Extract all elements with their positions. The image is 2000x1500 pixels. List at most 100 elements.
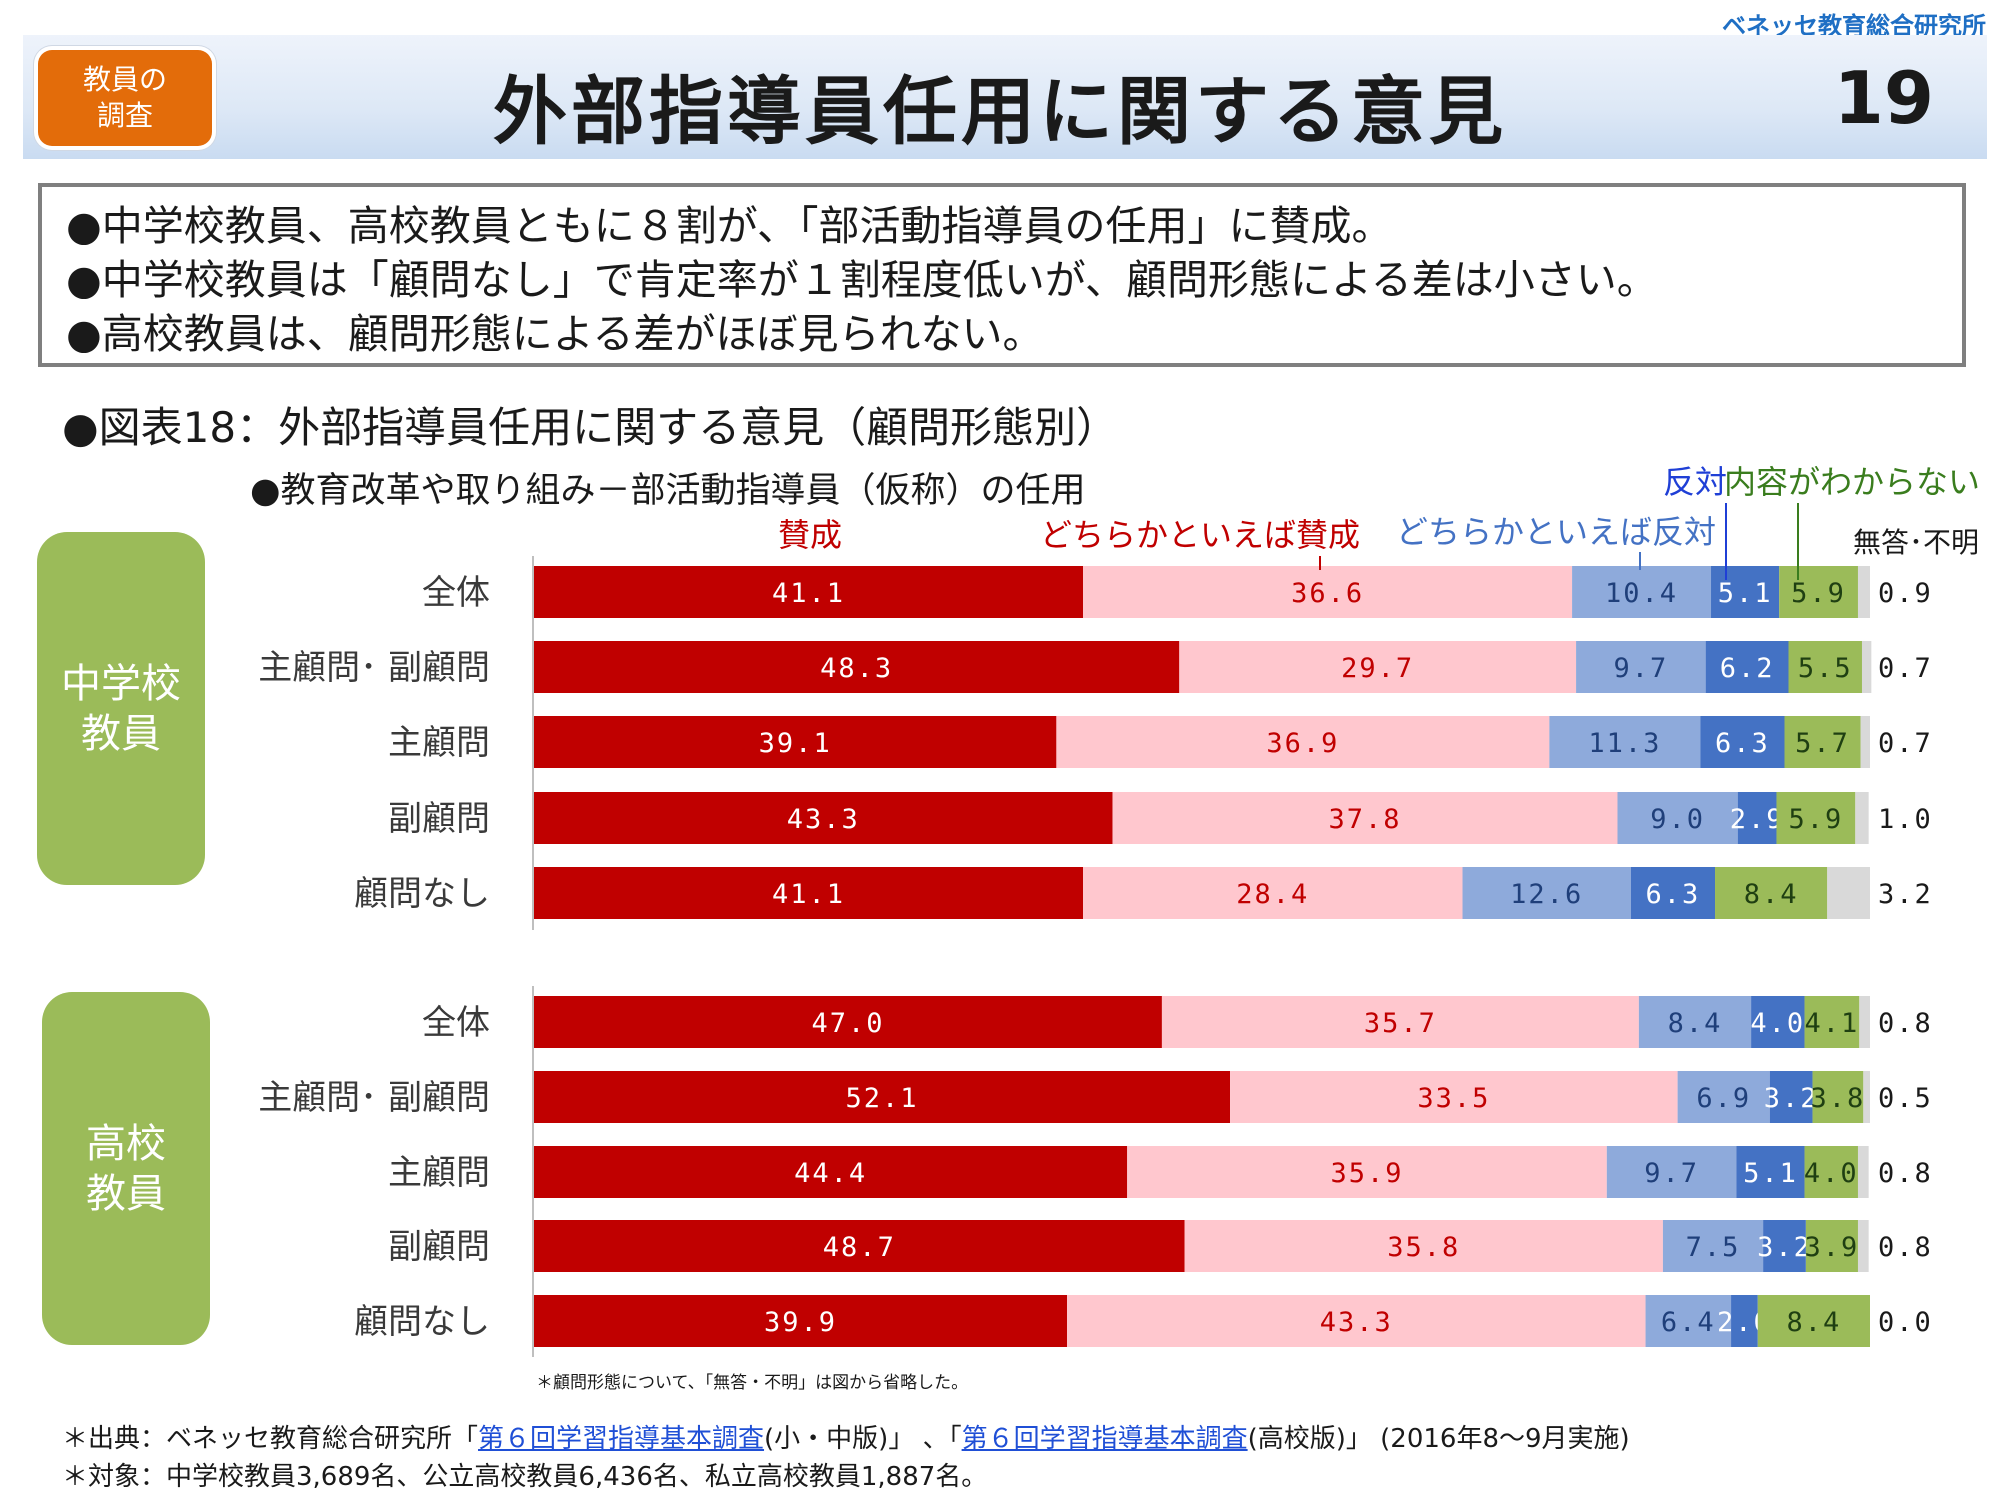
data-label: 9.7 (1644, 1158, 1699, 1189)
data-label: 43.3 (787, 804, 860, 835)
data-label: 47.0 (811, 1008, 884, 1039)
bar-segment (1715, 867, 1828, 919)
data-label: 3.2 (1757, 1232, 1812, 1263)
bar-segment (1711, 566, 1780, 618)
bar-segment (1805, 1220, 1858, 1272)
data-label: 8.4 (1744, 879, 1799, 910)
bar-segment (1662, 1220, 1764, 1272)
bar-segment (534, 1295, 1068, 1347)
bar-segment (1736, 1146, 1805, 1198)
data-label: 5.7 (1795, 728, 1850, 759)
data-label: 8.4 (1786, 1307, 1841, 1338)
source-link-high-school[interactable]: 第６回学習指導基本調査 (961, 1424, 1248, 1454)
data-label: 0.8 (1878, 1158, 1933, 1189)
data-label: 44.4 (794, 1158, 867, 1189)
row-label: 全体 (422, 1003, 490, 1043)
data-label: 5.5 (1798, 653, 1853, 684)
data-label: 6.3 (1715, 728, 1770, 759)
bar-segment (1731, 1295, 1758, 1347)
bar-segment (1861, 641, 1872, 693)
bar-segment (1804, 996, 1860, 1048)
bar-segment (1645, 1295, 1732, 1347)
bar-segment (1630, 867, 1716, 919)
data-label: 36.6 (1291, 578, 1364, 609)
bar-segment (534, 566, 1084, 618)
data-label: 0.7 (1878, 653, 1933, 684)
bar-segment (1638, 996, 1752, 1048)
figure-title: ●図表18：外部指導員任用に関する意見（顧問形態別） (62, 403, 1119, 452)
bar-segment (1784, 716, 1861, 768)
page-number: 19 (1833, 56, 1934, 140)
data-label: 3.9 (1805, 1232, 1860, 1263)
bar-segment (1184, 1220, 1663, 1272)
bar-segment (1737, 792, 1777, 844)
target-population: ＊対象：中学校教員3,689名、公立高校教員6,436名、私立高校教員1,887… (62, 1462, 988, 1492)
bar-segment (534, 867, 1084, 919)
data-label: 0.7 (1878, 728, 1933, 759)
bar-segment (1179, 641, 1577, 693)
data-label: 11.3 (1588, 728, 1661, 759)
summary-line: ●高校教員は、顧問形態による差がほぼ見られない。 (66, 310, 1044, 358)
source-link-elementary-junior[interactable]: 第６回学習指導基本調査 (478, 1424, 765, 1454)
bar-segment (1855, 792, 1869, 844)
bar-segment (1677, 1071, 1770, 1123)
data-label: 0.8 (1878, 1008, 1933, 1039)
source-mid: (小・中版)」 、「 (764, 1424, 962, 1454)
summary-line: ●中学校教員は「顧問なし」で肯定率が１割程度低いが、顧問形態による差は小さい。 (66, 256, 1658, 304)
legend-label: どちらかといえば賛成 (1040, 516, 1360, 554)
source-citation: ＊出典：ベネッセ教育総合研究所「第６回学習指導基本調査(小・中版)」 、「第６回… (62, 1418, 1630, 1455)
survey-badge: 教員の 調査 (38, 50, 212, 146)
row-label: 顧問なし (354, 1302, 490, 1342)
bar-segment (1230, 1071, 1678, 1123)
legend-label: 賛成 (778, 516, 842, 554)
data-label: 33.5 (1417, 1083, 1490, 1114)
data-label: 41.1 (772, 578, 845, 609)
data-label: 6.9 (1696, 1083, 1751, 1114)
summary-line: ●中学校教員、高校教員ともに８割が、「部活動指導員の任用」に賛成。 (66, 202, 1393, 250)
bar-segment (1751, 996, 1805, 1048)
data-label: 5.1 (1718, 578, 1773, 609)
data-label: 2.9 (1730, 804, 1785, 835)
bar-segment (1700, 716, 1785, 768)
source-prefix: ＊出典：ベネッセ教育総合研究所「 (62, 1424, 479, 1454)
bar-segment (1083, 867, 1463, 919)
row-label: 主顧問･ 副顧問 (258, 648, 490, 688)
bar-segment (1617, 792, 1738, 844)
data-label: 35.7 (1364, 1008, 1437, 1039)
bar-segment (534, 641, 1180, 693)
data-label: 6.3 (1646, 879, 1701, 910)
data-label: 36.9 (1266, 728, 1339, 759)
bar-segment (1067, 1295, 1646, 1347)
group-label-junior-high-teachers: 中学校 教員 (37, 532, 205, 885)
bar-segment (1859, 996, 1870, 1048)
data-label: 9.7 (1613, 653, 1668, 684)
data-label: 4.0 (1804, 1158, 1859, 1189)
bar-segment (1572, 566, 1712, 618)
data-label: 28.4 (1236, 879, 1309, 910)
data-label: 41.1 (772, 879, 845, 910)
data-label: 5.1 (1743, 1158, 1798, 1189)
bar-segment (1857, 566, 1870, 618)
bar-segment (1083, 566, 1573, 618)
bar-segment (1860, 716, 1870, 768)
data-label: 5.9 (1789, 804, 1844, 835)
data-label: 29.7 (1341, 653, 1414, 684)
legend-label: 無答･不明 (1853, 526, 1979, 559)
bar-segment (1112, 792, 1618, 844)
data-label: 2.0 (1717, 1307, 1772, 1338)
bar-segment (534, 1071, 1231, 1123)
bar-segment (1056, 716, 1550, 768)
bar-segment (534, 792, 1113, 844)
bar-segment (534, 716, 1057, 768)
data-label: 4.1 (1805, 1008, 1860, 1039)
row-label: 副顧問 (388, 1227, 490, 1267)
bar-segment (1812, 1071, 1864, 1123)
bar-segment (1776, 792, 1856, 844)
data-label: 0.8 (1878, 1232, 1933, 1263)
bar-segment (534, 1220, 1185, 1272)
bar-segment (1827, 867, 1870, 919)
data-label: 9.0 (1650, 804, 1705, 835)
data-label: 3.2 (1764, 1083, 1819, 1114)
bar-segment (534, 996, 1162, 1048)
bar-segment (1462, 867, 1631, 919)
